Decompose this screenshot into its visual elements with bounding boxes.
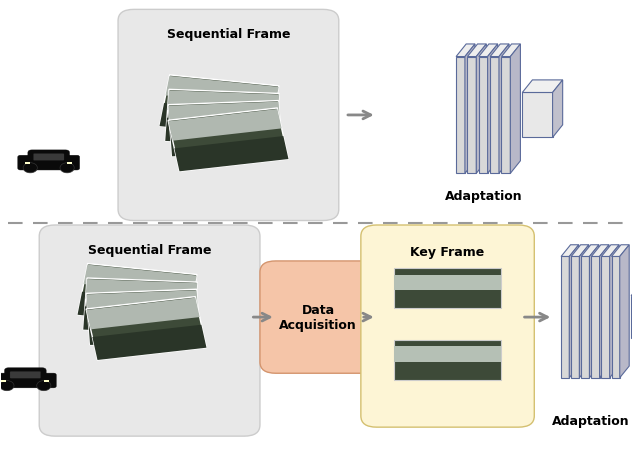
- FancyBboxPatch shape: [18, 156, 79, 170]
- Text: Adaptation: Adaptation: [445, 190, 523, 203]
- Polygon shape: [476, 45, 486, 174]
- Bar: [86, 290, 200, 345]
- Polygon shape: [479, 57, 488, 174]
- FancyBboxPatch shape: [33, 154, 64, 161]
- Polygon shape: [612, 245, 629, 257]
- Polygon shape: [571, 245, 589, 257]
- Bar: [77, 264, 197, 326]
- Polygon shape: [612, 257, 620, 378]
- Bar: [86, 280, 197, 303]
- Text: Adaptation: Adaptation: [552, 414, 630, 427]
- Bar: [168, 91, 279, 115]
- Polygon shape: [522, 81, 563, 93]
- Bar: [168, 109, 289, 172]
- Polygon shape: [465, 45, 475, 174]
- Polygon shape: [502, 45, 520, 57]
- Bar: [174, 137, 289, 172]
- Polygon shape: [456, 57, 465, 174]
- Circle shape: [60, 163, 74, 174]
- Bar: [44, 380, 49, 382]
- Bar: [159, 76, 279, 138]
- Polygon shape: [456, 45, 475, 57]
- Polygon shape: [502, 57, 510, 174]
- Bar: [159, 104, 273, 138]
- Bar: [77, 292, 191, 326]
- Polygon shape: [602, 257, 610, 378]
- Text: Data
Acquisition: Data Acquisition: [280, 304, 357, 331]
- Bar: [84, 265, 196, 295]
- FancyBboxPatch shape: [10, 371, 41, 379]
- Bar: [67, 162, 72, 164]
- Polygon shape: [602, 245, 619, 257]
- Bar: [83, 307, 195, 334]
- Bar: [88, 318, 200, 345]
- Polygon shape: [579, 245, 589, 378]
- FancyBboxPatch shape: [39, 226, 260, 436]
- Polygon shape: [571, 257, 579, 378]
- Bar: [394, 275, 502, 290]
- Polygon shape: [522, 93, 552, 138]
- Bar: [86, 290, 198, 314]
- Polygon shape: [600, 245, 609, 378]
- Bar: [170, 129, 282, 157]
- Polygon shape: [488, 45, 498, 174]
- Bar: [165, 119, 277, 146]
- Polygon shape: [552, 81, 563, 138]
- Text: Sequential Frame: Sequential Frame: [88, 244, 211, 257]
- Bar: [168, 101, 282, 157]
- Circle shape: [0, 381, 14, 391]
- FancyBboxPatch shape: [118, 10, 339, 221]
- Bar: [394, 340, 502, 380]
- Bar: [394, 347, 502, 362]
- Bar: [166, 77, 278, 107]
- Polygon shape: [591, 245, 609, 257]
- Polygon shape: [490, 45, 509, 57]
- FancyBboxPatch shape: [28, 151, 70, 165]
- Bar: [165, 90, 279, 146]
- Bar: [1, 380, 6, 382]
- FancyBboxPatch shape: [0, 373, 56, 388]
- Polygon shape: [561, 257, 570, 378]
- Polygon shape: [631, 296, 640, 339]
- Polygon shape: [467, 45, 486, 57]
- Polygon shape: [479, 45, 498, 57]
- Circle shape: [23, 163, 37, 174]
- Polygon shape: [581, 245, 599, 257]
- Bar: [24, 162, 29, 164]
- Polygon shape: [581, 257, 589, 378]
- Polygon shape: [631, 285, 640, 296]
- Bar: [83, 278, 197, 334]
- Bar: [92, 325, 207, 360]
- FancyBboxPatch shape: [361, 226, 534, 427]
- Polygon shape: [589, 245, 599, 378]
- Text: Sequential Frame: Sequential Frame: [166, 28, 290, 41]
- Bar: [168, 102, 280, 126]
- Polygon shape: [620, 245, 629, 378]
- Polygon shape: [467, 57, 476, 174]
- Bar: [394, 268, 502, 308]
- Polygon shape: [499, 45, 509, 174]
- FancyBboxPatch shape: [4, 368, 46, 382]
- Bar: [86, 298, 200, 330]
- Polygon shape: [561, 245, 579, 257]
- FancyBboxPatch shape: [260, 262, 376, 373]
- Polygon shape: [570, 245, 579, 378]
- Polygon shape: [490, 57, 499, 174]
- Bar: [168, 110, 282, 141]
- Polygon shape: [591, 257, 600, 378]
- Bar: [86, 297, 207, 360]
- Text: Key Frame: Key Frame: [410, 246, 484, 258]
- Polygon shape: [510, 45, 520, 174]
- Circle shape: [36, 381, 51, 391]
- Polygon shape: [610, 245, 619, 378]
